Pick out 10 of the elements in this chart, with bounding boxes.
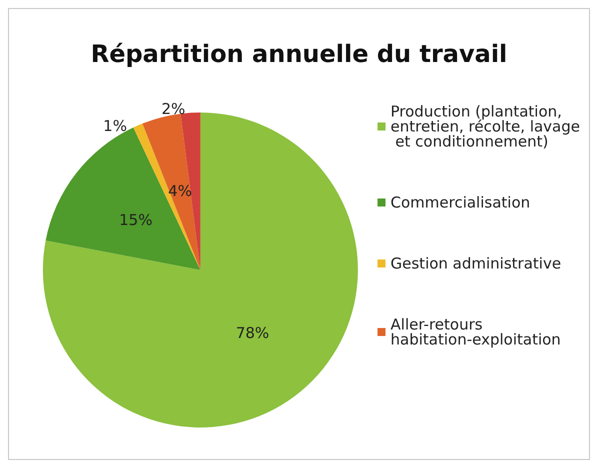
data-label: 2% <box>161 100 186 118</box>
legend-label: Aller-retours habitation-exploitation <box>390 316 561 348</box>
chart-title: Répartition annuelle du travail <box>90 40 508 68</box>
data-label: 1% <box>103 116 127 135</box>
legend-label: Commercialisation <box>390 194 530 212</box>
legend-label: Gestion administrative <box>390 254 562 272</box>
legend-label: Production (plantation, entretien, récolte, lavage et conditionnement) <box>390 102 580 150</box>
data-label: 15% <box>119 210 152 229</box>
data-label: 78% <box>236 324 270 342</box>
data-label: 4% <box>168 182 192 200</box>
